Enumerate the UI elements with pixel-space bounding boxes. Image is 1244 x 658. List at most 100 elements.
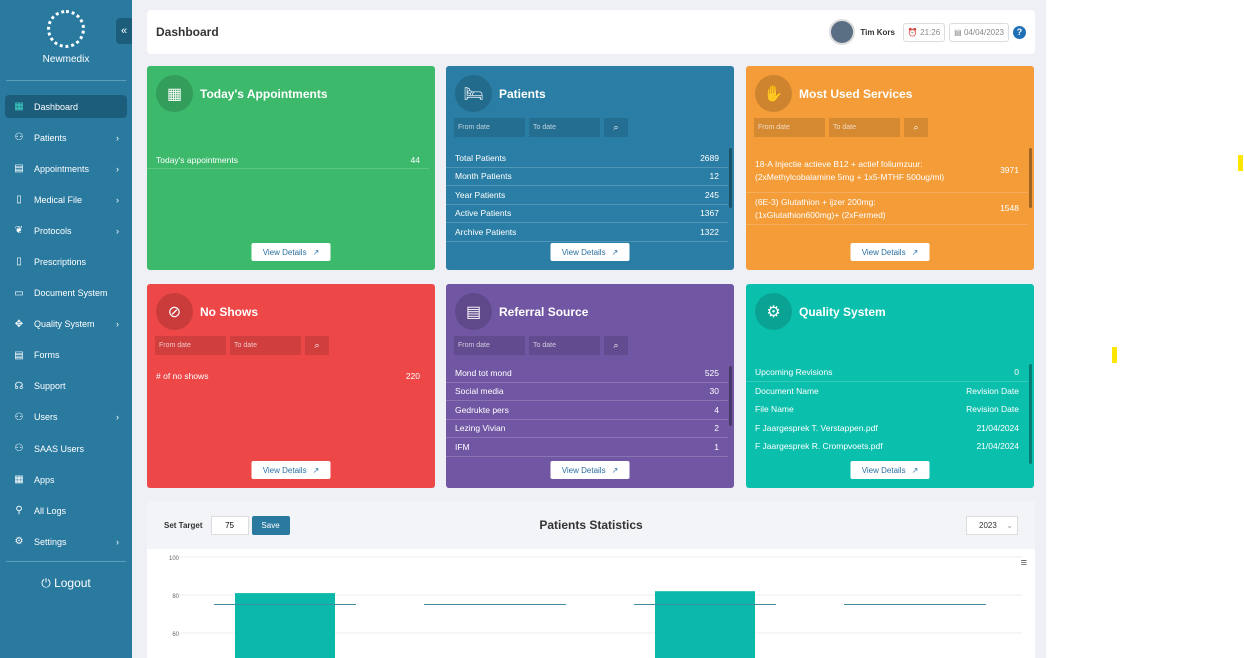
row-value: 44 — [410, 155, 420, 165]
quality-icon: ✥ — [14, 318, 24, 330]
from-date-input[interactable]: From date — [155, 336, 226, 355]
sidebar-item-prescriptions[interactable]: ▯ Prescriptions — [5, 250, 127, 273]
row-label: Document Name — [755, 385, 819, 396]
external-link-icon: ↗ — [611, 247, 619, 257]
search-button[interactable]: ⌕ — [604, 118, 628, 137]
to-date-input[interactable]: To date — [829, 118, 900, 137]
external-link-icon: ↗ — [312, 465, 320, 475]
brand-logo: Newmedix — [0, 10, 132, 65]
list-item: Lezing Vivian 2 — [446, 420, 728, 438]
bar — [235, 593, 335, 658]
sidebar-item-apps[interactable]: ▦ Apps — [5, 468, 127, 491]
scrollbar[interactable] — [729, 366, 732, 426]
logout-button[interactable]: ⏻ Logout — [0, 576, 132, 591]
from-date-input[interactable]: From date — [454, 118, 525, 137]
sidebar-item-saas-users[interactable]: ⚇ SAAS Users — [5, 437, 127, 460]
sidebar-item-document-system[interactable]: ▭ Document System — [5, 282, 127, 305]
row-value: 30 — [709, 386, 719, 397]
sidebar-item-patients[interactable]: ⚇ Patients › — [5, 126, 127, 149]
top-header: Dashboard Tim Kors ⏰ 21:26 ▤ 04/04/2023 … — [147, 10, 1035, 54]
scrollbar[interactable] — [729, 148, 732, 208]
search-button[interactable]: ⌕ — [904, 118, 928, 137]
row-label: Month Patients — [455, 171, 512, 182]
to-date-input[interactable]: To date — [529, 118, 600, 137]
sidebar-item-dashboard[interactable]: ▦ Dashboard — [5, 95, 127, 118]
service-hand-icon: ✋ — [755, 75, 792, 112]
row-value: 1290 — [1000, 234, 1019, 235]
sidebar-item-support[interactable]: ☊ Support — [5, 375, 127, 398]
view-details-button[interactable]: View Details ↗ — [251, 461, 331, 479]
sidebar-item-label: Patients — [34, 132, 67, 143]
view-details-button[interactable]: View Details ↗ — [251, 243, 331, 261]
row-value: 1367 — [700, 208, 719, 219]
view-details-button[interactable]: View Details ↗ — [850, 461, 930, 479]
view-details-button[interactable]: View Details ↗ — [550, 243, 630, 261]
list-item: Archive Patients 1322 — [446, 223, 728, 242]
highlight-marker — [1112, 347, 1117, 363]
search-button[interactable]: ⌕ — [604, 336, 628, 355]
row-label: (6E-3) Glutathion + ijzer 200mg: (1xGlut… — [755, 196, 886, 220]
row-label: Total Patients — [455, 152, 507, 163]
collapse-sidebar-button[interactable]: « — [116, 18, 132, 44]
card-services: ✋ Most Used Services From date To date ⌕ 18-A… — [746, 66, 1034, 270]
target-input[interactable]: 75 — [210, 515, 249, 535]
card-appointments: ▦ Today's Appointments Today's appointment… — [147, 66, 435, 270]
file-icon: ▯ — [16, 194, 22, 206]
sidebar-item-label: Quality System — [34, 319, 95, 330]
logs-icon: ⚲ — [15, 505, 23, 517]
chevron-right-icon: › — [116, 225, 119, 236]
chevron-right-icon: › — [116, 194, 119, 205]
scrollbar[interactable] — [1029, 148, 1032, 208]
row-value: 245 — [704, 189, 719, 200]
calendar-icon: ▤ — [14, 163, 24, 175]
external-link-icon: ↗ — [611, 465, 619, 475]
card-title: Most Used Services — [799, 86, 913, 101]
list-item: F Jaargesprek T. Verstappen.pdf 21/04/202… — [746, 419, 1028, 438]
logout-label: Logout — [54, 576, 91, 590]
view-details-button[interactable]: View Details ↗ — [850, 243, 930, 261]
clipboard-icon: ▤ — [455, 293, 492, 330]
sidebar-item-all-logs[interactable]: ⚲ All Logs — [5, 499, 127, 522]
sidebar-item-quality-system[interactable]: ✥ Quality System › — [5, 313, 127, 336]
card-title: No Shows — [200, 304, 259, 319]
user-name[interactable]: Tim Kors — [860, 27, 895, 37]
sidebar-item-label: Document System — [34, 288, 108, 299]
avatar[interactable] — [829, 19, 856, 45]
apps-icon: ▦ — [14, 474, 24, 486]
to-date-input[interactable]: To date — [230, 336, 301, 355]
user-icon: ⚇ — [14, 411, 24, 423]
highlight-marker — [1238, 155, 1243, 171]
sidebar-item-label: Apps — [34, 474, 55, 485]
view-details-label: View Details — [561, 247, 606, 257]
page-title: Dashboard — [156, 25, 219, 39]
sidebar-item-forms[interactable]: ▤ Forms — [5, 344, 127, 367]
row-value: 1322 — [700, 226, 719, 237]
view-details-button[interactable]: View Details ↗ — [550, 461, 630, 479]
save-button[interactable]: Save — [251, 515, 290, 535]
external-link-icon: ↗ — [911, 247, 919, 257]
sidebar-item-users[interactable]: ⚇ Users › — [5, 406, 127, 429]
scrollbar[interactable] — [1029, 364, 1032, 464]
bar — [655, 591, 755, 658]
sidebar-item-protocols[interactable]: ❦ Protocols › — [5, 219, 127, 242]
from-date-input[interactable]: From date — [454, 336, 525, 355]
sidebar-item-label: Dashboard — [34, 101, 79, 112]
card-patients: 🛏 Patients From date To date ⌕ Total Patients… — [446, 66, 734, 270]
search-button[interactable]: ⌕ — [305, 336, 329, 355]
card-title: Referral Source — [499, 304, 589, 319]
sidebar-item-medical-file[interactable]: ▯ Medical File › — [5, 188, 127, 211]
chart-menu-icon[interactable]: ≡ — [1020, 557, 1027, 569]
year-select[interactable]: 2023 ⌄ — [966, 515, 1018, 535]
row-label: # of no shows — [156, 370, 209, 381]
form-icon: ▤ — [14, 349, 24, 361]
sidebar-item-settings[interactable]: ⚙ Settings › — [5, 530, 127, 553]
to-date-input[interactable]: To date — [529, 336, 600, 355]
sidebar-item-appointments[interactable]: ▤ Appointments › — [5, 157, 127, 180]
power-icon: ⏻ — [41, 576, 51, 590]
from-date-input[interactable]: From date — [754, 118, 825, 137]
date-value: 04/04/2023 — [963, 27, 1004, 37]
help-icon[interactable]: ? — [1013, 25, 1026, 39]
hands-icon: ❦ — [14, 225, 24, 237]
row-value: 21/04/2024 — [976, 441, 1019, 452]
eye-slash-icon: ⊘ — [156, 293, 193, 330]
